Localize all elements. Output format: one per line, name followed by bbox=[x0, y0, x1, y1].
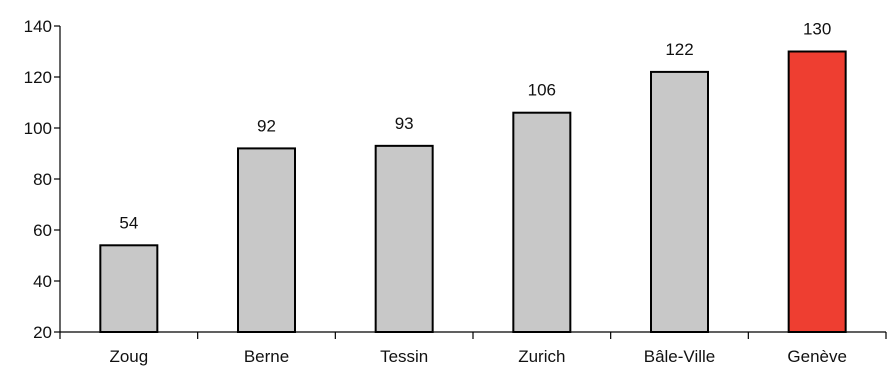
y-tick-label: 80 bbox=[33, 170, 52, 189]
x-tick-label: Zurich bbox=[518, 347, 565, 366]
y-axis: 20 40 60 80 100 120 140 bbox=[24, 17, 61, 342]
bar-berne bbox=[237, 147, 296, 333]
data-labels: 54 92 93 106 122 130 bbox=[119, 20, 831, 233]
bar-gen-ve bbox=[787, 50, 847, 333]
data-label: 130 bbox=[803, 20, 831, 39]
x-tick-label: Zoug bbox=[109, 347, 148, 366]
x-tick-label: Tessin bbox=[380, 347, 428, 366]
y-tick-label: 20 bbox=[33, 323, 52, 342]
bar-tessin bbox=[374, 144, 434, 333]
y-tick-label: 140 bbox=[24, 17, 52, 36]
x-tick-label: Berne bbox=[244, 347, 289, 366]
data-label: 92 bbox=[257, 116, 276, 135]
data-label: 93 bbox=[395, 114, 414, 133]
bar-zurich bbox=[512, 111, 572, 333]
y-tick-label: 120 bbox=[24, 68, 52, 87]
bars bbox=[99, 50, 847, 334]
y-tick-label: 40 bbox=[33, 272, 52, 291]
y-tick-label: 60 bbox=[33, 221, 52, 240]
data-label: 122 bbox=[665, 40, 693, 59]
y-tick-label: 100 bbox=[24, 119, 52, 138]
bar-zoug bbox=[99, 244, 159, 333]
data-label: 54 bbox=[119, 213, 138, 232]
bar-b-le-ville bbox=[650, 70, 709, 334]
data-label: 106 bbox=[528, 81, 556, 100]
x-tick-label: Genève bbox=[787, 347, 847, 366]
x-tick-label: Bâle-Ville bbox=[644, 347, 716, 366]
x-axis: Zoug Berne Tessin Zurich Bâle-Ville Genève bbox=[59, 331, 887, 366]
